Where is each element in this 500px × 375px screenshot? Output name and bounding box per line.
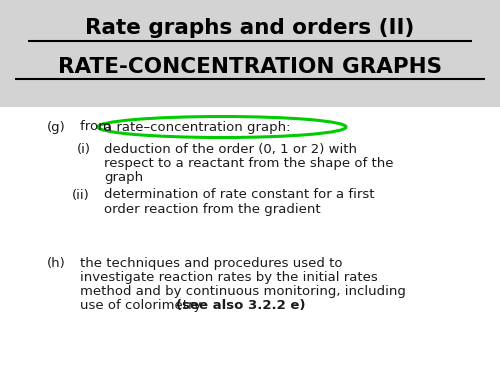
Text: (g): (g) xyxy=(47,120,66,134)
Text: deduction of the order (0, 1 or 2) with: deduction of the order (0, 1 or 2) with xyxy=(104,142,357,156)
Text: (see also 3.2.2 e): (see also 3.2.2 e) xyxy=(176,298,306,312)
FancyBboxPatch shape xyxy=(0,107,500,375)
Text: a rate–concentration graph:: a rate–concentration graph: xyxy=(104,120,290,134)
Text: the techniques and procedures used to: the techniques and procedures used to xyxy=(80,256,342,270)
Text: determination of rate constant for a first: determination of rate constant for a fir… xyxy=(104,189,374,201)
Text: (h): (h) xyxy=(47,256,66,270)
Text: use of colorimetry: use of colorimetry xyxy=(80,298,206,312)
Text: (ii): (ii) xyxy=(72,189,90,201)
Text: respect to a reactant from the shape of the: respect to a reactant from the shape of … xyxy=(104,156,394,170)
FancyBboxPatch shape xyxy=(0,0,500,107)
Text: from: from xyxy=(80,120,115,134)
Text: RATE-CONCENTRATION GRAPHS: RATE-CONCENTRATION GRAPHS xyxy=(58,57,442,77)
Text: graph: graph xyxy=(104,171,143,183)
Text: investigate reaction rates by the initial rates: investigate reaction rates by the initia… xyxy=(80,270,378,284)
Text: Rate graphs and orders (II): Rate graphs and orders (II) xyxy=(86,18,414,38)
Text: order reaction from the gradient: order reaction from the gradient xyxy=(104,202,320,216)
Text: method and by continuous monitoring, including: method and by continuous monitoring, inc… xyxy=(80,285,406,297)
Text: (i): (i) xyxy=(77,142,91,156)
